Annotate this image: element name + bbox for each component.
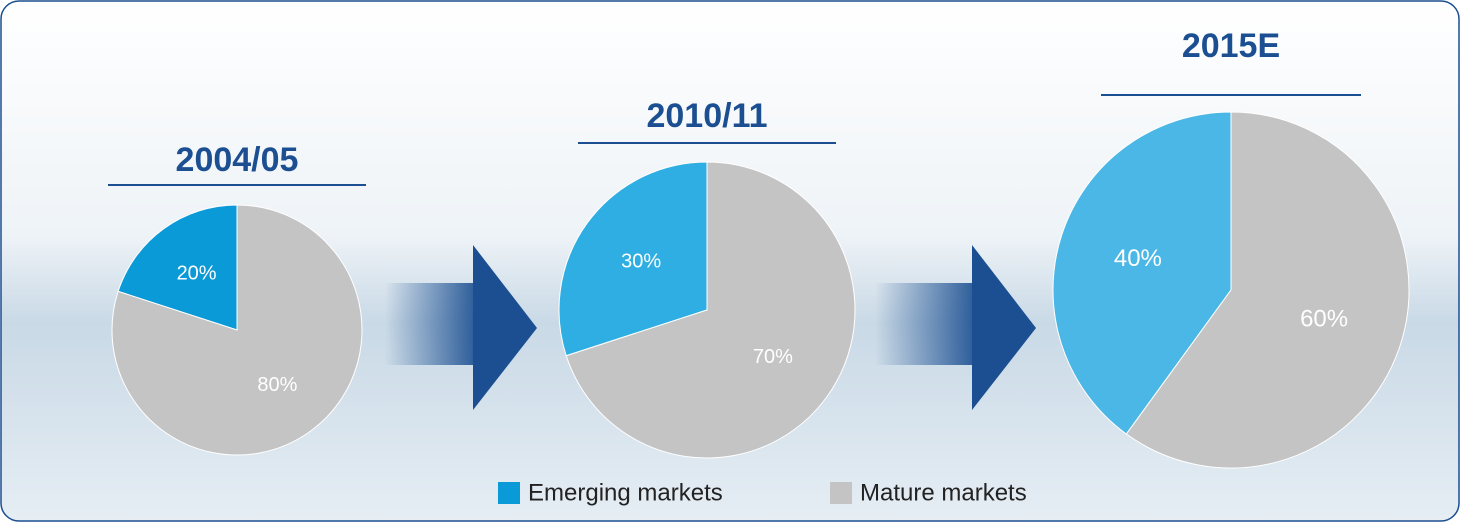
legend-label: Emerging markets: [528, 479, 723, 506]
arrow: [385, 245, 537, 410]
data-label: 40%: [1114, 245, 1162, 272]
data-label: 30%: [621, 250, 661, 272]
legend-label: Mature markets: [860, 479, 1027, 506]
chart-title: 2015E: [1182, 27, 1280, 65]
pie-slice: [1125, 111, 1410, 469]
pie-slice: [117, 204, 238, 331]
data-label: 80%: [257, 374, 297, 396]
pie-slice: [1052, 111, 1232, 435]
data-label: 70%: [753, 346, 793, 368]
pie-slice: [558, 161, 708, 357]
pie-slice: [565, 161, 856, 459]
pie-slice: [111, 204, 363, 456]
chart-title: 2004/05: [176, 141, 299, 179]
data-label: 60%: [1300, 306, 1348, 333]
legend-swatch: [830, 482, 852, 504]
arrow: [875, 245, 1036, 410]
legend-swatch: [498, 482, 520, 504]
chart-title: 2010/11: [646, 97, 767, 135]
data-label: 20%: [177, 263, 217, 285]
